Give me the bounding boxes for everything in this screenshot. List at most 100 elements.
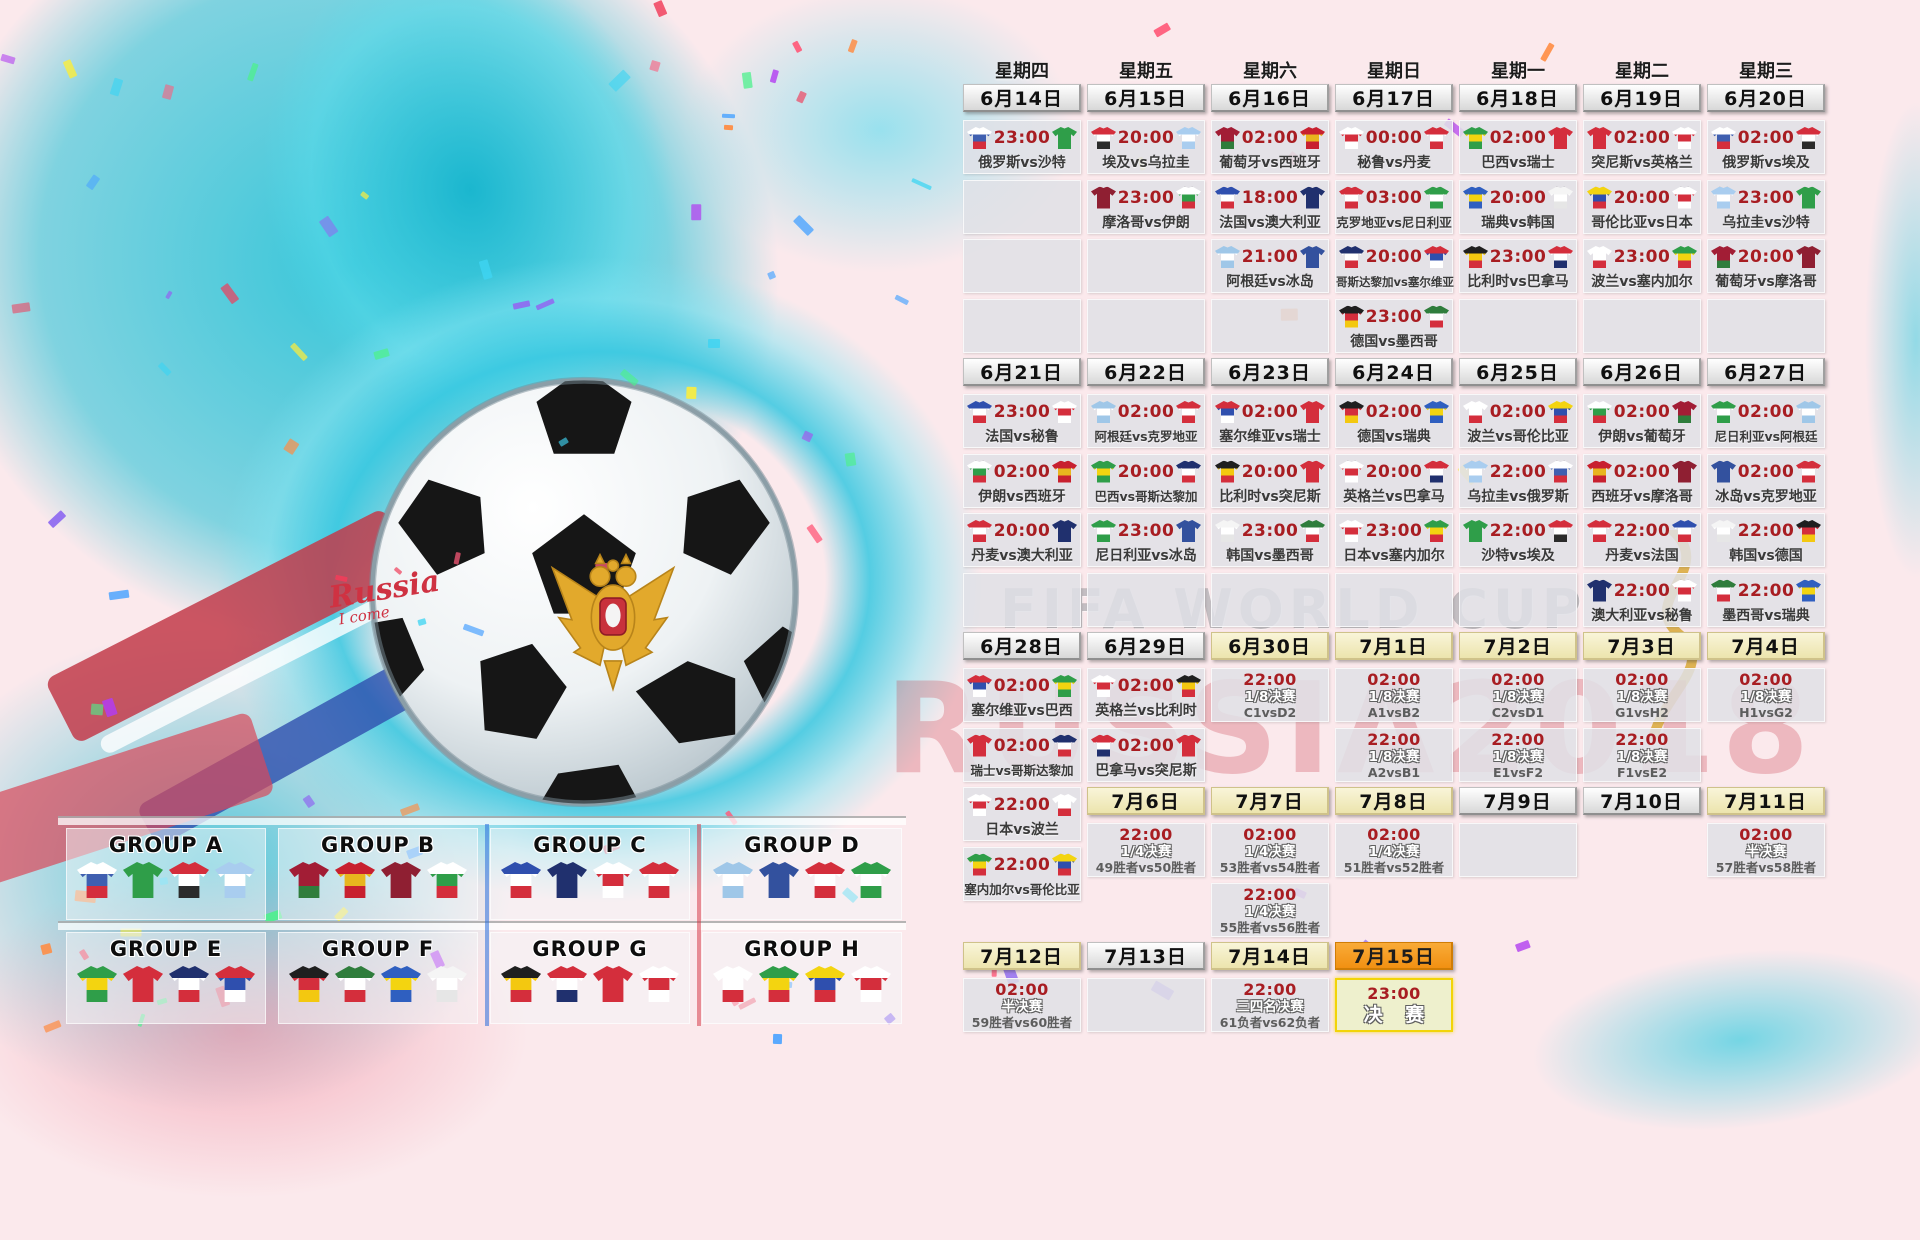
match-teams: 韩国vs德国 <box>1729 548 1803 564</box>
nigeria-jersey-icon <box>1091 520 1116 542</box>
match-row: 20:00 <box>1336 455 1452 487</box>
panama-jersey-icon <box>547 966 587 1002</box>
colombia-jersey-icon <box>805 966 845 1002</box>
brazil-jersey-icon <box>1091 460 1116 483</box>
uruguay-jersey-icon <box>1176 127 1201 149</box>
peru-jersey-icon <box>1052 401 1077 423</box>
knockout-cell: 02:00 半决赛 57胜者vs58胜者 <box>1707 823 1825 877</box>
spain-jersey-icon <box>1052 460 1077 483</box>
match-row: 22:00 <box>1460 514 1576 546</box>
brazil-jersey-icon <box>77 966 117 1002</box>
match-teams: 比利时vs突尼斯 <box>1219 488 1321 505</box>
group-jerseys <box>501 862 679 898</box>
empty-cell <box>1087 298 1205 353</box>
poland-jersey-icon <box>1463 401 1488 423</box>
weekday-label: 星期五 <box>1119 61 1173 82</box>
pairing-label: F1vsE2 <box>1616 764 1668 780</box>
match-row: 02:00 <box>1212 395 1328 427</box>
match-time: 02:00 <box>993 676 1051 696</box>
match-time: 23:00 <box>1365 521 1423 541</box>
match-teams: 波兰vs塞内加尔 <box>1591 274 1693 290</box>
match-time: 03:00 <box>1365 187 1423 208</box>
group-divider-bar-mid <box>58 921 906 930</box>
match-time: 02:00 <box>1613 402 1671 422</box>
nigeria-jersey-icon <box>1424 186 1449 209</box>
stage-label: 1/8决赛 <box>1368 689 1420 705</box>
colombia-jersey-icon <box>1052 853 1077 876</box>
empty-cell <box>963 298 1081 353</box>
match-teams: 摩洛哥vs伊朗 <box>1102 214 1190 231</box>
date-header: 7月2日 <box>1459 632 1577 660</box>
match-row: 20:00 <box>1336 240 1452 272</box>
date-header: 6月23日 <box>1211 358 1329 386</box>
date-header: 6月28日 <box>963 632 1081 660</box>
group-title: GROUP A <box>108 833 224 857</box>
sweden-jersey-icon <box>1463 186 1488 209</box>
pairing-label: 53胜者vs54胜者 <box>1219 860 1321 875</box>
empty-cell <box>963 239 1081 293</box>
date-header: 7月3日 <box>1583 632 1701 660</box>
iceland-jersey-icon <box>1300 246 1325 268</box>
belgium-jersey-icon <box>1463 246 1488 268</box>
group-jerseys <box>77 966 255 1002</box>
france-jersey-icon <box>501 862 541 898</box>
final-cell: 23:00 决 赛 <box>1335 978 1453 1032</box>
iran-jersey-icon <box>427 862 467 898</box>
match-cell: 02:00 俄罗斯vs埃及 <box>1707 120 1825 174</box>
knockout-cell: 02:00 1/8决赛 A1vsB2 <box>1335 668 1453 722</box>
iceland-jersey-icon <box>1711 460 1736 483</box>
mexico-jersey-icon <box>1300 520 1325 542</box>
knockout-cell: 22:00 1/8决赛 E1vsF2 <box>1459 727 1577 782</box>
match-teams: 比利时vs巴拿马 <box>1467 274 1569 290</box>
date-header: 6月26日 <box>1583 358 1701 386</box>
empty-cell <box>1211 572 1329 627</box>
match-cell: 02:00 塞尔维亚vs瑞士 <box>1211 394 1329 448</box>
stage-label: 1/4决赛 <box>1368 844 1420 860</box>
match-time: 22:00 <box>993 795 1051 815</box>
uruguay-jersey-icon <box>215 862 255 898</box>
egypt-jersey-icon <box>1796 127 1821 149</box>
match-time: 21:00 <box>1241 247 1299 267</box>
match-teams: 秘鲁vs丹麦 <box>1357 155 1431 171</box>
sweden-jersey-icon <box>1424 401 1449 423</box>
match-teams: 葡萄牙vs西班牙 <box>1219 155 1321 171</box>
date-header: 7月10日 <box>1583 787 1701 815</box>
match-cell: 20:00 埃及vs乌拉圭 <box>1087 120 1205 174</box>
match-row: 02:00 <box>1584 121 1700 153</box>
egypt-jersey-icon <box>1091 127 1116 149</box>
match-time: 02:00 <box>995 980 1049 999</box>
stage-label: 1/8决赛 <box>1616 748 1668 765</box>
japan-jersey-icon <box>1672 186 1697 209</box>
match-cell: 23:00 韩国vs墨西哥 <box>1211 513 1329 567</box>
match-cell: 02:00 伊朗vs葡萄牙 <box>1583 394 1701 448</box>
pairing-label: 61负者vs62负者 <box>1219 1015 1321 1030</box>
knockout-cell: 02:00 1/8决赛 G1vsH2 <box>1583 668 1701 722</box>
match-row: 02:00 <box>1460 395 1576 427</box>
match-teams: 日本vs波兰 <box>985 822 1059 838</box>
match-teams: 塞内加尔vs哥伦比亚 <box>964 881 1080 897</box>
match-row: 02:00 <box>964 729 1080 761</box>
match-time: 22:00 <box>1367 729 1421 749</box>
senegal-jersey-icon <box>1424 520 1449 542</box>
group-title: GROUP B <box>320 833 436 857</box>
serbia-jersey-icon <box>967 675 992 697</box>
japan-jersey-icon <box>851 966 891 1002</box>
match-teams: 巴西vs瑞士 <box>1481 155 1555 171</box>
match-time: 23:00 <box>1117 521 1175 541</box>
match-time: 02:00 <box>1739 670 1793 689</box>
group-box-f: GROUP F <box>278 932 478 1024</box>
match-cell: 02:00 西班牙vs摩洛哥 <box>1583 453 1701 508</box>
match-teams: 冰岛vs克罗地亚 <box>1715 488 1817 505</box>
uruguay-jersey-icon <box>1463 460 1488 483</box>
match-time: 22:00 <box>1489 521 1547 541</box>
match-time: 22:00 <box>1613 521 1671 541</box>
match-teams: 阿根廷vs克罗地亚 <box>1094 429 1198 444</box>
germany-jersey-icon <box>1796 520 1821 542</box>
switzerland-jersey-icon <box>967 734 992 757</box>
match-row: 22:00 <box>1460 455 1576 487</box>
match-row: 20:00 <box>1460 181 1576 213</box>
match-time: 23:00 <box>1117 187 1175 208</box>
denmark-jersey-icon <box>967 520 992 542</box>
serbia-jersey-icon <box>215 966 255 1002</box>
